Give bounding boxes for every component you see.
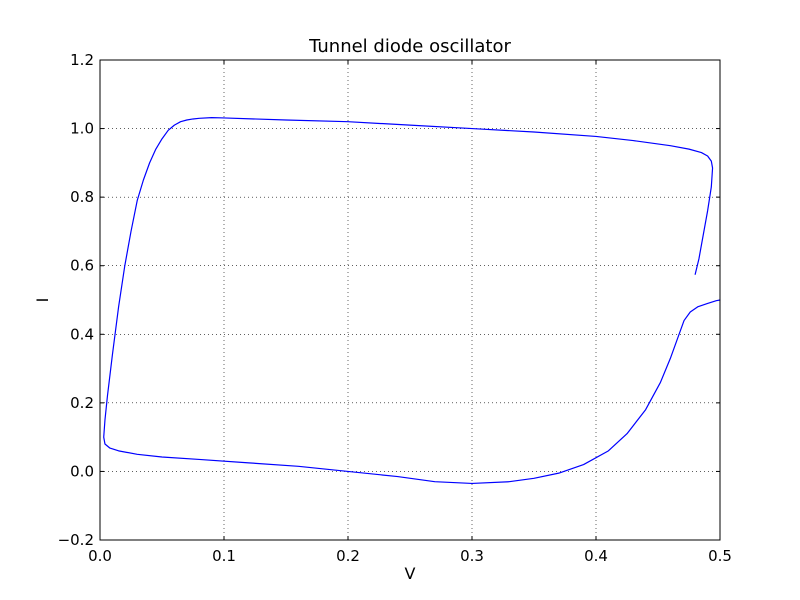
x-tick-label: 0.5: [708, 547, 732, 565]
x-tick-label: 0.0: [88, 547, 112, 565]
grid: [100, 60, 720, 540]
y-tick-label: 0.6: [70, 257, 94, 275]
x-axis-label: V: [405, 564, 416, 583]
y-tick-label: 1.2: [70, 51, 94, 69]
ticks: 0.0 0.1 0.2 0.3 0.4 0.5−0.20.00.20.40.60.81.0…: [58, 51, 732, 565]
plot-frame: [99, 59, 721, 541]
y-axis-label: I: [33, 298, 52, 303]
y-tick-label: 1.0: [70, 120, 94, 138]
y-tick-label: 0.0: [70, 462, 94, 480]
series-line-0: [103, 116, 721, 485]
x-tick-label: 0.3: [460, 547, 484, 565]
y-tick-label: 0.2: [70, 394, 94, 412]
chart-title: Tunnel diode oscillator: [308, 36, 511, 57]
x-tick-label: 0.1: [212, 547, 236, 565]
x-tick-label: 0.4: [584, 547, 608, 565]
series-layer: [103, 116, 721, 485]
plot-background: [100, 60, 720, 540]
y-tick-label: 0.8: [70, 188, 94, 206]
y-tick-label: −0.2: [58, 531, 94, 549]
y-tick-label: 0.4: [70, 325, 94, 343]
x-tick-label: 0.2: [336, 547, 360, 565]
